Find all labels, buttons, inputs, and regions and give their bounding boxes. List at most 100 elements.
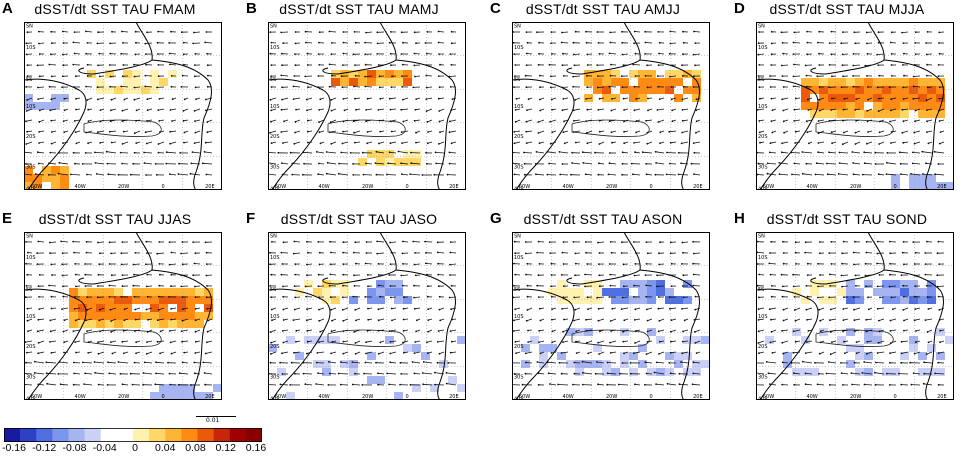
- wind-arrow-head: [620, 308, 623, 310]
- wind-arrow-head: [865, 240, 868, 243]
- shaded-cell: [792, 288, 801, 296]
- shaded-cell: [313, 360, 322, 368]
- wind-arrow-head: [129, 173, 132, 176]
- shaded-cell: [87, 320, 96, 328]
- wind-arrow: [38, 241, 45, 243]
- shaded-cell: [656, 336, 665, 344]
- wind-arrow-head: [390, 31, 392, 33]
- wind-arrow-head: [587, 308, 589, 311]
- wind-arrow: [169, 263, 177, 265]
- wind-arrow: [95, 372, 105, 375]
- wind-arrow-head: [561, 308, 563, 310]
- wind-arrow-head: [109, 42, 111, 45]
- wind-arrow: [877, 351, 885, 354]
- wind-arrow-head: [538, 341, 540, 344]
- shaded-cell: [819, 78, 828, 86]
- wind-arrow-head: [828, 86, 830, 89]
- wind-arrow-head: [157, 295, 160, 298]
- shaded-cell: [403, 78, 412, 86]
- wind-arrow-head: [181, 263, 184, 266]
- wind-arrow-head: [421, 372, 424, 374]
- wind-arrow-head: [655, 162, 657, 164]
- wind-arrow-head: [450, 284, 453, 287]
- wind-arrow: [194, 263, 201, 265]
- wind-arrow: [425, 263, 433, 265]
- wind-arrow-head: [144, 85, 147, 88]
- wind-arrow-head: [645, 263, 648, 265]
- shaded-cell: [412, 158, 421, 166]
- wind-arrow-head: [119, 151, 122, 154]
- wind-arrow-head: [422, 361, 425, 363]
- shaded-cell: [873, 336, 882, 344]
- wind-arrow-head: [110, 109, 112, 112]
- wind-arrow-head: [389, 285, 392, 287]
- wind-arrow: [203, 362, 213, 364]
- wind-arrow-head: [585, 318, 587, 321]
- wind-arrow-head: [838, 162, 841, 165]
- wind-arrow-head: [927, 308, 930, 310]
- wind-arrow: [98, 340, 105, 343]
- wind-arrow-head: [26, 130, 29, 133]
- wind-arrow-head: [426, 142, 429, 145]
- wind-arrow-head: [352, 251, 355, 254]
- wind-arrow-head: [156, 41, 159, 44]
- wind-arrow-head: [144, 42, 147, 45]
- wind-arrow-head: [571, 151, 574, 154]
- shaded-cell: [87, 312, 96, 320]
- wind-arrow: [436, 163, 445, 165]
- shaded-cell: [701, 336, 710, 344]
- wind-arrow-head: [60, 240, 63, 243]
- wind-arrow: [694, 329, 701, 333]
- shaded-cell: [620, 280, 629, 288]
- wind-arrow: [818, 141, 825, 144]
- wind-arrow: [890, 318, 897, 321]
- wind-arrow-head: [925, 284, 928, 287]
- wind-arrow: [73, 42, 81, 44]
- wind-arrow-head: [670, 340, 672, 343]
- wind-arrow-head: [134, 308, 137, 311]
- wind-arrow-head: [293, 308, 296, 311]
- wind-arrow-head: [927, 142, 930, 145]
- shaded-cell: [213, 384, 222, 392]
- wind-arrow-head: [331, 42, 333, 44]
- shaded-cell: [692, 336, 701, 344]
- wind-arrow-head: [194, 252, 197, 255]
- wind-arrow: [281, 162, 289, 165]
- shaded-cell: [927, 368, 936, 376]
- shaded-cell: [186, 304, 195, 312]
- wind-arrow-head: [422, 383, 425, 386]
- wind-arrow-head: [409, 383, 412, 386]
- wind-arrow: [793, 86, 801, 88]
- wind-arrow-head: [549, 252, 552, 254]
- colorbar: [4, 428, 262, 442]
- wind-arrow-head: [794, 340, 797, 343]
- wind-arrow-head: [548, 63, 551, 66]
- wind-arrow-head: [449, 86, 452, 88]
- wind-arrow: [293, 252, 301, 254]
- wind-arrow: [155, 373, 165, 375]
- wind-arrow-head: [307, 251, 309, 254]
- wind-arrow-head: [109, 75, 112, 78]
- shaded-cell: [394, 392, 403, 400]
- wind-arrow-head: [682, 30, 684, 33]
- shaded-cell: [873, 328, 882, 336]
- wind-arrow-head: [654, 150, 657, 153]
- wind-arrow-head: [183, 98, 186, 101]
- wind-arrow-head: [573, 296, 576, 299]
- wind-arrow-head: [843, 98, 846, 100]
- wind-arrow-head: [342, 319, 345, 322]
- wind-arrow-head: [72, 330, 75, 332]
- shaded-cell: [132, 296, 141, 304]
- colorbar-swatch: [181, 428, 198, 442]
- wind-arrow: [794, 119, 801, 122]
- wind-arrow-head: [437, 262, 439, 265]
- wind-arrow-head: [421, 174, 424, 176]
- wind-arrow-head: [362, 173, 365, 176]
- shaded-cell: [313, 336, 322, 344]
- wind-arrow-head: [400, 108, 403, 111]
- wind-arrow: [205, 97, 213, 100]
- shaded-cell: [891, 280, 900, 288]
- wind-arrow-head: [681, 119, 684, 122]
- wind-arrow-head: [878, 330, 881, 333]
- wind-arrow: [144, 162, 153, 165]
